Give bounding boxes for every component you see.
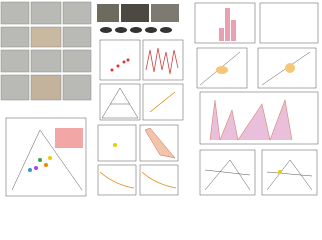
micrograph <box>62 1 92 25</box>
photo <box>151 4 179 22</box>
bars <box>219 8 236 41</box>
point <box>278 170 282 174</box>
micrograph-grid <box>0 1 92 101</box>
trend <box>149 91 176 113</box>
micrograph <box>62 26 92 48</box>
curve <box>141 171 177 189</box>
field <box>144 127 176 159</box>
specimen <box>115 27 127 33</box>
micrograph <box>62 74 92 101</box>
field <box>216 66 228 74</box>
micrograph <box>0 1 30 25</box>
sample-photos <box>97 4 179 33</box>
legend-box <box>55 128 83 148</box>
photo <box>97 4 119 22</box>
panel <box>97 164 137 196</box>
micrograph <box>62 49 92 73</box>
panel <box>142 39 184 81</box>
field <box>285 63 295 73</box>
micrograph <box>0 74 30 101</box>
specimen <box>160 27 172 33</box>
panel <box>99 39 141 81</box>
micrograph <box>0 26 30 48</box>
plot-panels <box>5 2 319 197</box>
area <box>209 98 293 142</box>
point <box>113 143 117 147</box>
diagram-lines <box>101 87 139 119</box>
line-series <box>145 47 179 75</box>
panel <box>259 2 319 44</box>
points <box>28 156 52 172</box>
diagram-lines <box>204 159 251 191</box>
specimen <box>130 27 142 33</box>
specimen <box>145 27 157 33</box>
curve <box>99 171 135 189</box>
micrograph <box>30 1 62 25</box>
photo <box>121 4 149 22</box>
panel <box>139 164 179 196</box>
micrograph <box>30 26 62 48</box>
points <box>110 58 130 72</box>
micrograph <box>30 74 62 101</box>
ternary <box>11 129 83 191</box>
panel <box>97 124 137 162</box>
panel <box>99 83 141 121</box>
figure-collage <box>0 1 319 197</box>
micrograph <box>30 49 62 73</box>
micrograph <box>0 49 30 73</box>
specimen <box>100 27 112 33</box>
diagram-lines <box>266 159 313 191</box>
